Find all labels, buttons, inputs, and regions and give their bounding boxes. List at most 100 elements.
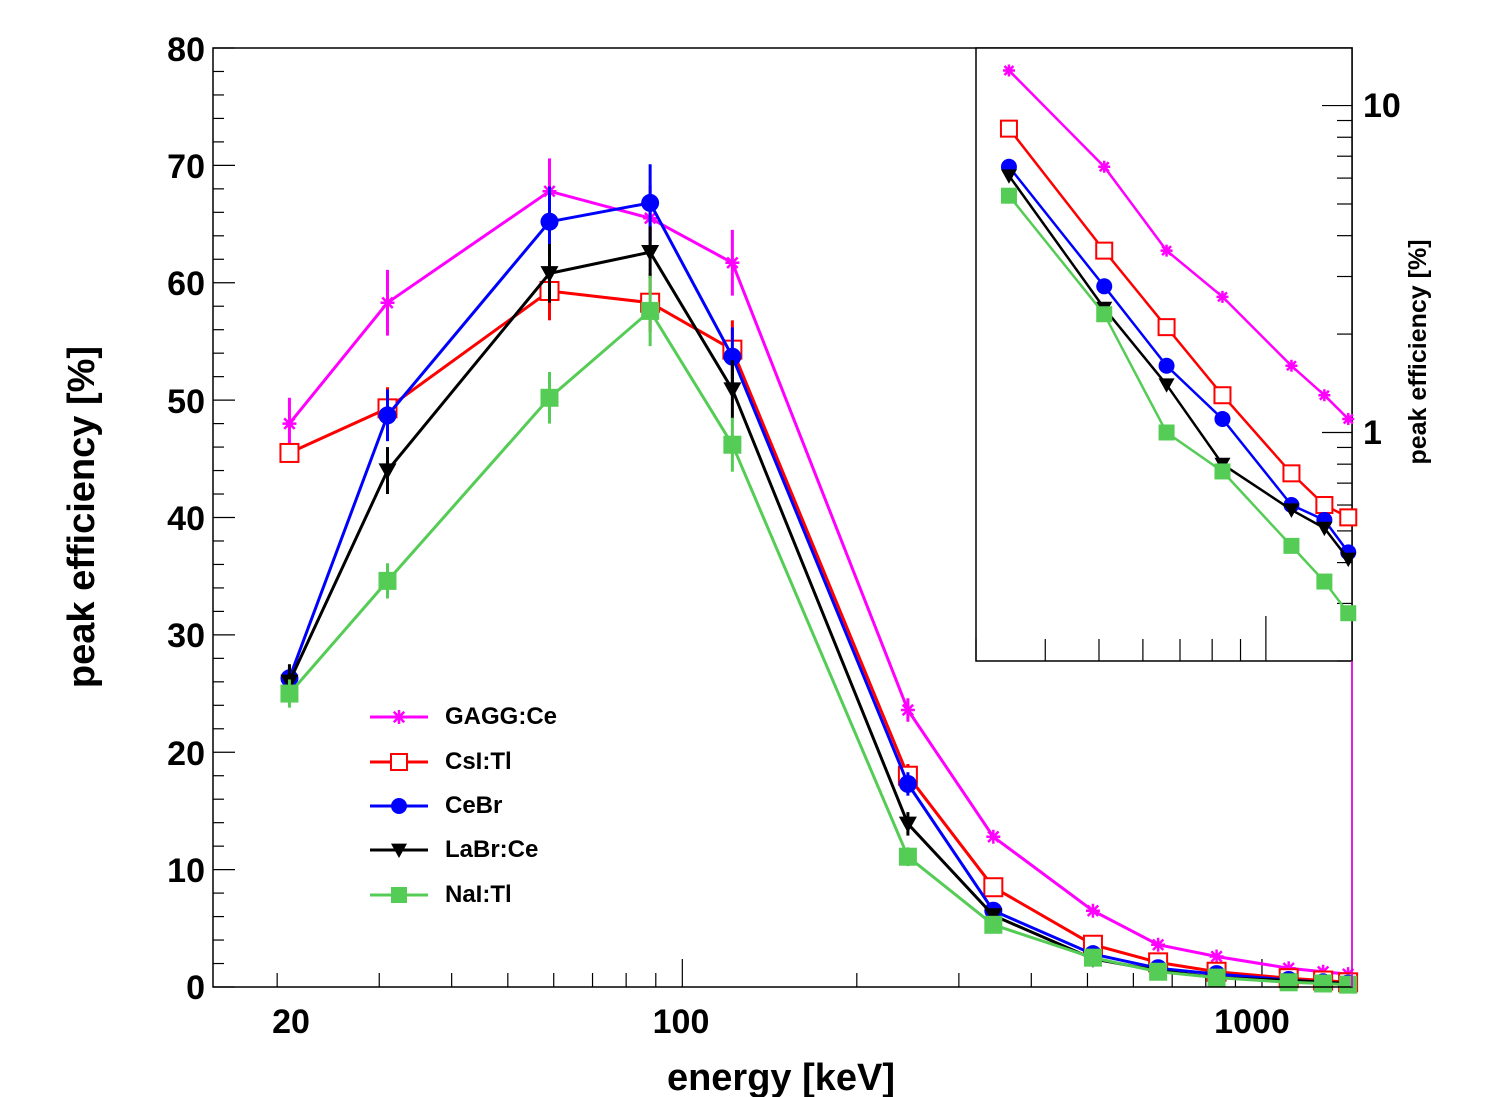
data-point-nai-tl [1339,975,1358,994]
y-tick-label-80: 80 [167,31,205,69]
inset-data-point-nai-tl [1316,573,1333,590]
legend-label-gagg: GAGG:Ce [445,703,557,730]
y-tick-label-60: 60 [167,265,205,303]
data-point-labr-ce [378,463,397,480]
inset-data-point-csi-tl [1157,318,1176,337]
inset-data-point-gagg-ce [1318,389,1331,402]
data-point-nai-tl [1279,973,1298,992]
legend-label-labr: LaBr:Ce [445,836,538,863]
data-point-gagg-ce [900,702,915,717]
inset-data-point-labr-ce [1283,503,1300,518]
inset-data-point-csi-tl [1315,496,1334,515]
legend-marker-csi-tl [390,753,408,771]
inset-data-point-nai-tl [1158,424,1175,441]
inset-data-point-cebr [1096,278,1113,295]
data-point-gagg-ce [986,829,1001,844]
data-point-nai-tl [1207,968,1226,987]
data-point-nai-tl [1149,962,1168,981]
inset-data-point-csi-tl [1095,241,1114,260]
inset-y-tick-label-10: 10 [1363,87,1401,125]
legend-label-cebr: CeBr [445,792,502,819]
inset-data-point-labr-ce [1000,169,1017,184]
data-point-gagg-ce [725,255,740,270]
inset-data-point-labr-ce [1316,521,1333,537]
inset-data-point-nai-tl [1340,605,1357,622]
data-point-labr-ce [723,382,742,399]
inset-data-point-gagg-ce [1002,64,1015,77]
inset-y-axis-title: peak efficiency [%] [1404,239,1432,464]
inset-data-point-csi-tl [1282,464,1301,483]
inset-data-point-nai-tl [1096,306,1113,323]
inset-data-point-nai-tl [1283,537,1300,554]
inset-data-point-gagg-ce [1098,160,1111,173]
inset-data-point-csi-tl [1213,386,1232,405]
inset-plot-frame [975,47,1353,662]
data-point-gagg-ce [1085,903,1100,918]
data-point-gagg-ce [1209,949,1224,964]
data-point-gagg-ce [380,295,395,310]
inset-data-point-gagg-ce [1342,412,1355,425]
data-point-nai-tl [280,684,299,703]
inset-data-point-labr-ce [1340,552,1357,568]
data-point-labr-ce [898,816,917,833]
y-tick-label-70: 70 [167,148,205,186]
data-point-nai-tl [723,435,742,454]
legend: GAGG:Ce CsI:Tl CeBr LaBr:Ce NaI:Tl [370,703,557,908]
data-point-cebr [723,347,742,366]
y-tick-label-20: 20 [167,735,205,773]
data-point-labr-ce [540,266,559,283]
inset-data-point-csi-tl [999,119,1018,138]
inset-data-point-cebr [1214,410,1231,427]
inset-data-point-nai-tl [1214,463,1231,480]
data-point-cebr [898,774,917,793]
series-nai-tl [280,275,1358,994]
y-axis-title: peak efficiency [%] [61,346,103,688]
legend-symbols [370,710,428,903]
inset-data-point-gagg-ce [1285,359,1298,372]
data-point-nai-tl [1083,948,1102,967]
data-point-nai-tl [378,571,397,590]
x-tick-label-20: 20 [272,1003,310,1041]
main-axis-ticks [213,47,1263,988]
inset-data-point-csi-tl [1339,508,1358,527]
y-tick-label-10: 10 [167,852,205,890]
data-point-csi-tl [983,877,1004,898]
data-point-cebr [641,193,660,212]
data-point-nai-tl [898,847,917,866]
inset-series-layer [999,64,1358,622]
y-tick-label-50: 50 [167,383,205,421]
data-point-nai-tl [540,388,559,407]
inset-data-point-gagg-ce [1216,290,1229,303]
legend-marker-gagg-ce [392,710,406,724]
data-point-nai-tl [1314,974,1333,993]
main-series-layer [279,158,1359,994]
inset-data-point-cebr [1158,357,1175,374]
inset-series-gagg-ce [1002,64,1355,425]
data-point-csi-tl [279,442,300,463]
data-point-gagg-ce [282,416,297,431]
legend-marker-cebr [391,798,407,814]
data-point-labr-ce [641,245,660,262]
inset-y-tick-label-1: 1 [1363,414,1382,452]
legend-label-csi: CsI:Tl [445,748,512,775]
inset-data-point-gagg-ce [1160,244,1173,257]
inset-series-nai-tl [1000,187,1357,622]
data-point-nai-tl [984,915,1003,934]
legend-label-nai: NaI:Tl [445,881,512,908]
data-point-nai-tl [641,301,660,320]
y-tick-label-40: 40 [167,500,205,538]
inset-data-point-labr-ce [1158,378,1175,393]
legend-marker-nai-tl [391,887,407,903]
inset-series-csi-tl [999,119,1358,527]
data-point-gagg-ce [1151,937,1166,952]
data-point-cebr [540,212,559,231]
y-tick-label-30: 30 [167,617,205,655]
inset-data-point-nai-tl [1000,187,1017,204]
x-tick-label-100: 100 [653,1003,710,1041]
inset-plot: 10 1 peak efficiency [%] [975,47,1432,662]
y-tick-label-0: 0 [186,969,205,1007]
legend-marker-labr-ce [391,843,407,858]
x-tick-label-1000: 1000 [1214,1003,1290,1041]
data-point-cebr [378,406,397,425]
